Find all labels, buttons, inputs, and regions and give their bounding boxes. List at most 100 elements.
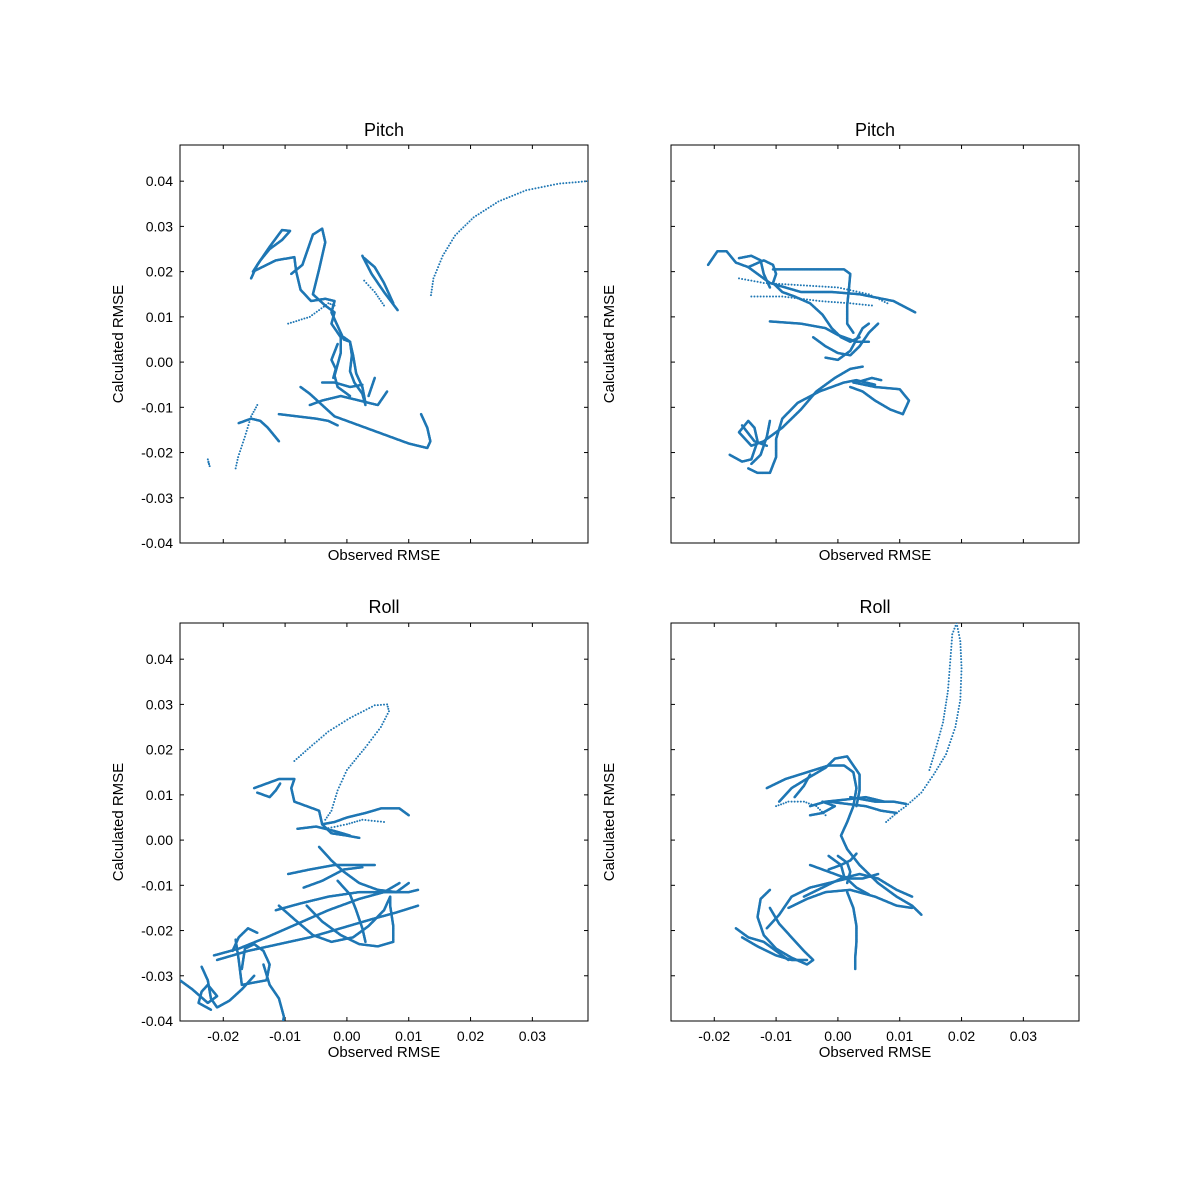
data-point: [913, 311, 917, 314]
data-point: [549, 184, 552, 187]
data-point: [833, 301, 836, 304]
data-point: [511, 194, 514, 197]
data-point: [768, 295, 771, 298]
y-tick-label: 0.03: [146, 218, 173, 234]
data-point: [320, 307, 323, 310]
y-tick-label: -0.01: [141, 877, 173, 893]
data-point: [322, 305, 325, 308]
data-point: [237, 456, 240, 459]
data-point: [340, 780, 343, 783]
data-point: [434, 271, 437, 274]
data-point: [325, 816, 328, 819]
data-point: [252, 410, 255, 413]
x-tick-label: 0.03: [519, 1028, 546, 1044]
data-point: [240, 447, 243, 450]
data-point: [344, 771, 347, 774]
data-point: [867, 322, 871, 325]
data-point: [348, 394, 352, 398]
data-point: [883, 301, 886, 303]
y-tick-label: 0.04: [146, 651, 173, 667]
y-tick-label: 0.01: [146, 787, 173, 803]
data-point: [341, 777, 344, 780]
data-point: [852, 289, 855, 292]
data-point: [357, 712, 360, 715]
data-point: [537, 186, 540, 189]
data-point: [525, 189, 528, 192]
data-point: [347, 766, 350, 769]
data-point: [799, 284, 802, 287]
data-point: [843, 301, 846, 304]
data-point: [500, 199, 503, 202]
data-point: [373, 820, 376, 823]
data-point: [901, 412, 905, 416]
data-point: [366, 743, 369, 746]
data-point: [531, 187, 534, 190]
data-point: [368, 741, 371, 744]
data-point: [374, 733, 377, 736]
plot-frame: [670, 144, 1080, 544]
x-axis-label: Observed RMSE: [328, 1044, 441, 1061]
data-point: [460, 228, 463, 231]
data-point: [289, 321, 292, 324]
data-point: [870, 304, 873, 307]
data-point: [456, 232, 459, 235]
data-point: [556, 183, 559, 186]
data-point: [377, 728, 380, 731]
data-point: [846, 302, 849, 305]
data-point: [292, 320, 295, 323]
data-point: [238, 453, 241, 456]
data-point: [840, 287, 842, 290]
data-point: [343, 720, 346, 723]
data-point: [306, 316, 309, 319]
data-point: [277, 439, 281, 443]
data-point: [331, 303, 334, 306]
data-point: [855, 290, 858, 293]
data-point: [580, 180, 583, 183]
data-point: [762, 281, 765, 284]
data-point: [836, 301, 839, 304]
data-point: [365, 281, 368, 284]
y-tick-label: 0.00: [146, 354, 173, 370]
data-point: [328, 811, 331, 814]
data-point: [346, 718, 349, 721]
data-point: [796, 297, 799, 300]
data-point: [843, 287, 846, 290]
data-point: [337, 786, 340, 789]
plot-frame: [179, 144, 589, 544]
data-point: [315, 310, 318, 313]
data-point: [243, 435, 246, 438]
data-point: [472, 216, 475, 219]
data-point: [449, 242, 452, 245]
y-tick-label: -0.01: [141, 399, 173, 415]
data-point: [812, 284, 815, 287]
y-tick-label: -0.03: [141, 968, 173, 984]
data-point: [879, 378, 883, 382]
data-point: [324, 818, 327, 821]
data-point: [429, 294, 432, 297]
data-point: [253, 408, 256, 411]
data-point: [336, 789, 339, 792]
data-point: [368, 707, 371, 710]
y-tick-label: 0.03: [146, 696, 173, 712]
data-point: [861, 291, 864, 294]
data-point: [336, 825, 339, 828]
data-point: [287, 322, 290, 325]
data-point: [861, 303, 864, 306]
data-point: [806, 298, 808, 301]
data-point: [802, 284, 805, 287]
data-point: [383, 703, 385, 706]
data-point: [485, 208, 487, 211]
data-point: [765, 444, 769, 448]
data-point: [824, 300, 827, 303]
data-point: [432, 280, 435, 283]
y-tick-label: 0.01: [146, 309, 173, 325]
data-point: [480, 211, 483, 214]
data-point: [336, 424, 339, 427]
data-point: [255, 406, 258, 409]
data-point: [333, 798, 336, 801]
data-point: [849, 289, 852, 292]
x-tick-label: -0.02: [207, 1028, 239, 1044]
data-point: [815, 285, 818, 288]
data-point: [207, 461, 210, 464]
data-point: [358, 819, 361, 822]
